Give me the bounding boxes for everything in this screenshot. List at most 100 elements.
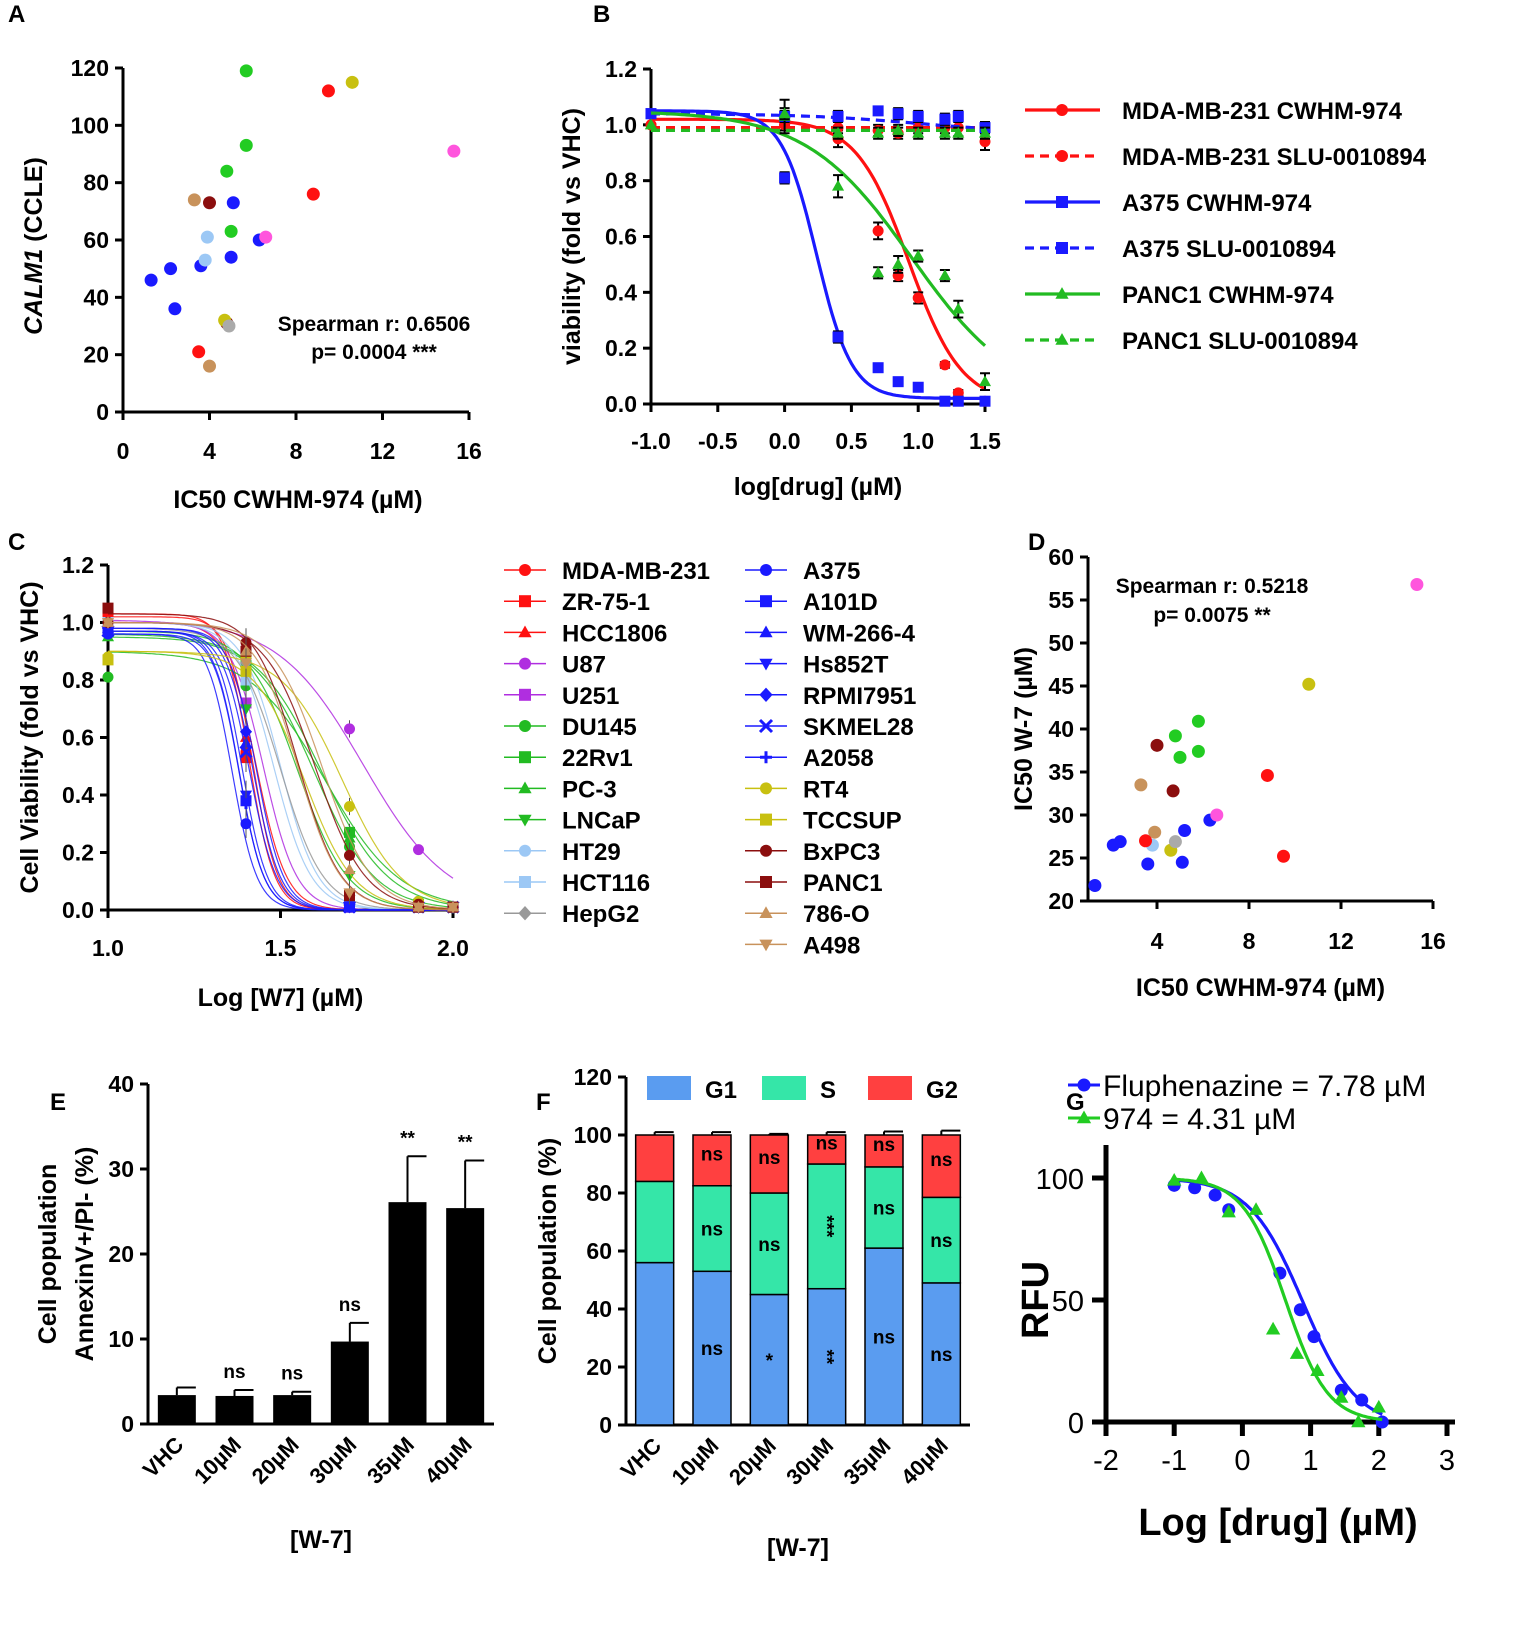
x-tick-label: VHC [138,1432,189,1483]
data-point [1139,834,1152,848]
legend-marker [1055,287,1069,299]
y-tick-label: 60 [83,227,109,253]
legend-label: ZR-75-1 [562,589,650,616]
data-point [187,193,201,207]
data-point [344,801,355,812]
legend-label: A101D [803,589,878,616]
y-tick-label: 0.4 [62,782,94,808]
data-point [144,273,158,287]
x-tick-label: 1.0 [92,935,124,961]
data-point [102,654,114,666]
data-point [831,179,845,191]
stacked-bar-segment [921,1282,962,1426]
stacked-bar-segment [806,1134,847,1165]
legend-marker [1056,196,1068,208]
error-bar [883,1130,903,1135]
legend-marker [518,781,532,794]
legend-marker [758,718,774,734]
panel-c-w7-curves: C 0.0 0.2 0.4 0.6 0.8 1.0 1.2 1.0 1.5 2.0 Log [W7]… [8,529,916,1012]
data-point [872,105,884,117]
significance-label: ns [930,1150,952,1171]
x-tick-label: -1.0 [631,428,671,454]
legend-label: G2 [926,1077,958,1104]
data-point [239,658,253,670]
x-tick-label: 8 [290,438,303,464]
data-point [872,126,885,138]
legend-label: HCC1806 [562,620,667,647]
x-tick-label: -2 [1093,1445,1119,1477]
y-axis-label-unit: (CCLE) [20,157,48,249]
y-tick-label: 0.6 [62,725,94,751]
significance-label: ns [701,1339,723,1360]
bar [330,1341,369,1424]
error-bar [464,1159,485,1209]
x-tick-label: 1.5 [969,428,1001,454]
data-point [912,249,925,261]
legend-label: DU145 [562,714,637,741]
data-point [1088,879,1102,893]
spearman-r: Spearman r: 0.5218 [1116,575,1309,598]
data-point [1289,1346,1305,1359]
y-tick-label: 30 [108,1156,134,1182]
y-tick-label: 35 [1048,759,1074,785]
y-tick-label: 60 [1048,544,1074,570]
data-point [239,138,253,152]
data-point [1351,1414,1366,1428]
data-point [872,362,884,374]
fit-curve [108,613,453,911]
data-point [872,266,885,278]
stacked-bar-segment [864,1166,904,1249]
x-tick-label: 35µM [362,1432,419,1489]
data-point [192,345,206,359]
fit-curve [107,650,453,910]
stacked-bar-segment [749,1134,790,1194]
legend-marker [760,782,772,795]
y-tick-label: 50 [1048,630,1074,656]
panel-g-letter: G [1066,1089,1085,1116]
stacked-bar-segment [921,1196,962,1284]
legend-marker [1076,1110,1092,1124]
panel-f-cell-cycle-bars: F 0 20 40 60 80 100 120 VHC ns ns ns 10µM * ns ns 20µM *… [534,1064,970,1562]
fit-curve [651,109,985,400]
x-tick-label: VHC [616,1433,667,1484]
data-point [321,84,335,98]
fit-curve [108,619,454,879]
data-point [952,126,965,138]
x-tick-label: -0.5 [698,428,738,454]
y-axis-label: CALM1 (CCLE) [20,157,48,335]
x-tick-label: 30µM [304,1432,361,1489]
data-point [1208,1188,1222,1202]
legend-label: A375 CWHM-974 [1122,190,1312,217]
error-bar [233,1389,254,1396]
x-tick-label: 16 [1420,928,1446,954]
legend-marker [519,720,531,732]
error-bar [406,1155,427,1203]
legend-label: A498 [803,932,860,959]
y-tick-label: 20 [108,1241,134,1267]
legend-marker [759,625,773,638]
data-point [239,64,253,78]
bar [157,1395,196,1424]
legend-marker [760,564,772,576]
legend-marker [760,813,772,826]
p-value: p= 0.0004 *** [311,341,437,364]
data-point [345,75,359,89]
data-point [938,126,951,138]
data-point [779,172,791,184]
data-point [912,381,924,393]
y-tick-label: 20 [83,342,109,368]
fit-curve [108,621,453,911]
x-axis-label: Log [W7] (µM) [198,984,364,1012]
x-tick-label: 0.5 [835,428,867,454]
data-point [832,110,844,122]
fit-curve [107,633,454,906]
legend-label: HCT116 [562,870,650,897]
stacked-bar-segment [692,1134,732,1187]
legend-marker [518,906,532,921]
data-point [1166,784,1180,798]
legend-label: SKMEL28 [803,714,914,741]
data-point [240,798,252,810]
data-point [952,302,965,314]
data-point [1310,1363,1325,1376]
data-point [447,144,461,158]
